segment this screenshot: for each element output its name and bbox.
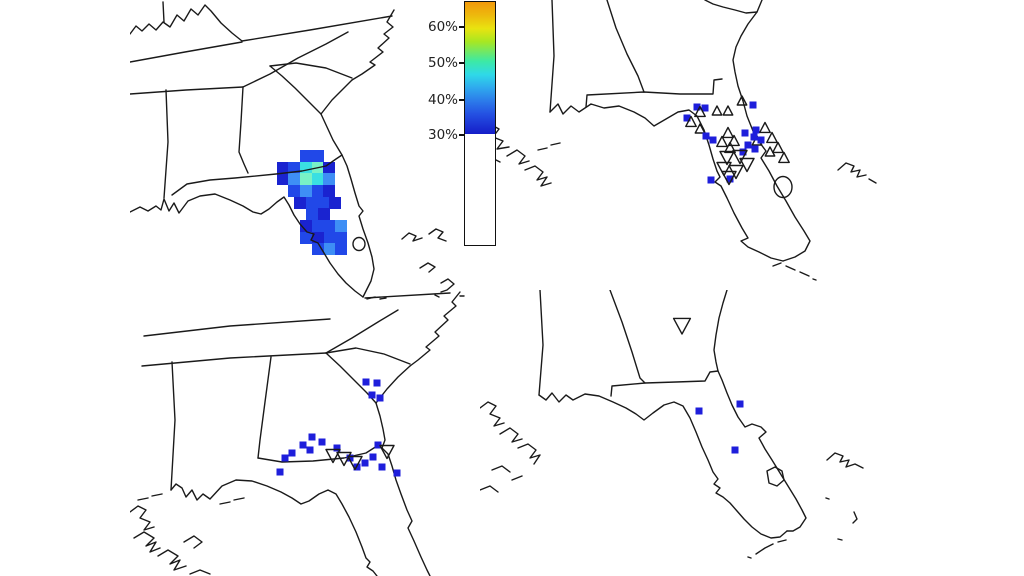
markers-top-right	[683, 95, 790, 186]
colorbar-tick	[459, 134, 465, 136]
up-triangle-marker	[685, 115, 697, 128]
colorbar-tick	[459, 26, 465, 28]
square-marker	[751, 145, 759, 153]
square-marker	[299, 441, 307, 449]
coastline-and-borders	[130, 1, 465, 300]
colorbar: 60% 50% 40% 30%	[420, 0, 502, 254]
colorbar-label-30: 30%	[427, 127, 458, 143]
square-marker	[308, 433, 316, 441]
lake-okeechobee	[773, 175, 793, 199]
louisiana-delta	[130, 493, 211, 575]
up-triangle-marker	[766, 131, 778, 144]
bahamas-islands	[401, 228, 465, 298]
down-triangle-marker	[325, 448, 341, 464]
probability-cells	[277, 150, 347, 255]
square-marker	[702, 132, 710, 140]
square-marker	[731, 446, 739, 454]
coastline-and-borders	[480, 290, 864, 559]
down-triangle-marker	[672, 317, 692, 335]
square-marker	[373, 379, 381, 387]
louisiana-delta	[480, 401, 541, 493]
square-marker	[393, 469, 401, 477]
up-triangle-marker	[711, 105, 723, 116]
up-triangle-marker	[728, 134, 740, 147]
square-marker	[709, 136, 717, 144]
colorbar-label-40: 40%	[427, 92, 458, 108]
map-panel-top-right	[480, 0, 877, 281]
square-marker	[744, 141, 752, 149]
florida-keys	[772, 262, 817, 281]
up-triangle-marker	[694, 105, 706, 118]
up-triangle-marker	[722, 126, 734, 139]
square-marker	[757, 136, 765, 144]
down-triangle-marker	[739, 157, 755, 173]
markers-bottom-right	[672, 317, 744, 454]
colorbar-gradient	[465, 2, 495, 134]
up-triangle-marker	[736, 95, 748, 106]
square-marker	[368, 391, 376, 399]
square-marker	[378, 463, 386, 471]
square-marker	[736, 400, 744, 408]
colorbar-tick	[459, 99, 465, 101]
colorbar-bar	[464, 1, 496, 246]
lake-okeechobee	[352, 236, 366, 252]
map-panel-top-left	[130, 1, 465, 300]
up-triangle-marker	[722, 105, 734, 116]
lake-okeechobee	[766, 466, 785, 487]
square-marker	[707, 176, 715, 184]
square-marker	[362, 378, 370, 386]
square-marker	[741, 129, 749, 137]
square-marker	[306, 446, 314, 454]
bahamas-islands	[825, 452, 864, 541]
square-marker	[374, 441, 382, 449]
square-marker	[726, 175, 734, 183]
up-triangle-marker	[778, 151, 790, 164]
up-triangle-marker	[764, 146, 776, 157]
square-marker	[739, 148, 747, 156]
square-marker	[281, 454, 289, 462]
colorbar-white-segment	[465, 134, 495, 245]
square-marker	[333, 444, 341, 452]
down-triangle-marker	[336, 451, 352, 467]
barrier-islands	[219, 497, 245, 505]
down-triangle-marker	[347, 455, 363, 471]
down-triangle-marker	[721, 170, 737, 186]
down-triangle-marker	[379, 444, 395, 460]
markers-bottom-left	[276, 378, 401, 477]
square-marker	[749, 101, 757, 109]
square-marker	[701, 104, 709, 112]
square-marker	[750, 133, 758, 141]
square-marker	[318, 438, 326, 446]
square-marker	[376, 394, 384, 402]
square-marker	[288, 449, 296, 457]
square-marker	[346, 454, 354, 462]
square-marker	[683, 114, 691, 122]
square-marker	[693, 103, 701, 111]
coastline-and-borders	[130, 291, 461, 576]
colorbar-tick	[459, 62, 465, 64]
savannah-river-border	[704, 0, 758, 14]
square-marker	[695, 407, 703, 415]
down-triangle-marker	[732, 149, 748, 165]
square-marker	[276, 468, 284, 476]
square-marker	[369, 453, 377, 461]
bahamas-islands	[837, 162, 877, 184]
coastline-and-borders	[480, 0, 877, 281]
square-marker	[752, 126, 760, 134]
up-triangle-marker	[694, 123, 706, 134]
down-triangle-marker	[716, 161, 732, 177]
colorbar-label-60: 60%	[427, 19, 458, 35]
square-marker	[361, 459, 369, 467]
up-triangle-marker	[772, 141, 784, 154]
map-panel-bottom-left	[130, 291, 461, 576]
up-triangle-marker	[724, 141, 736, 154]
up-triangle-marker	[759, 121, 771, 134]
up-triangle-marker	[716, 135, 728, 148]
colorbar-label-50: 50%	[427, 55, 458, 71]
map-panel-bottom-right	[480, 290, 864, 559]
down-triangle-marker	[719, 150, 735, 166]
florida-keys	[747, 539, 787, 559]
